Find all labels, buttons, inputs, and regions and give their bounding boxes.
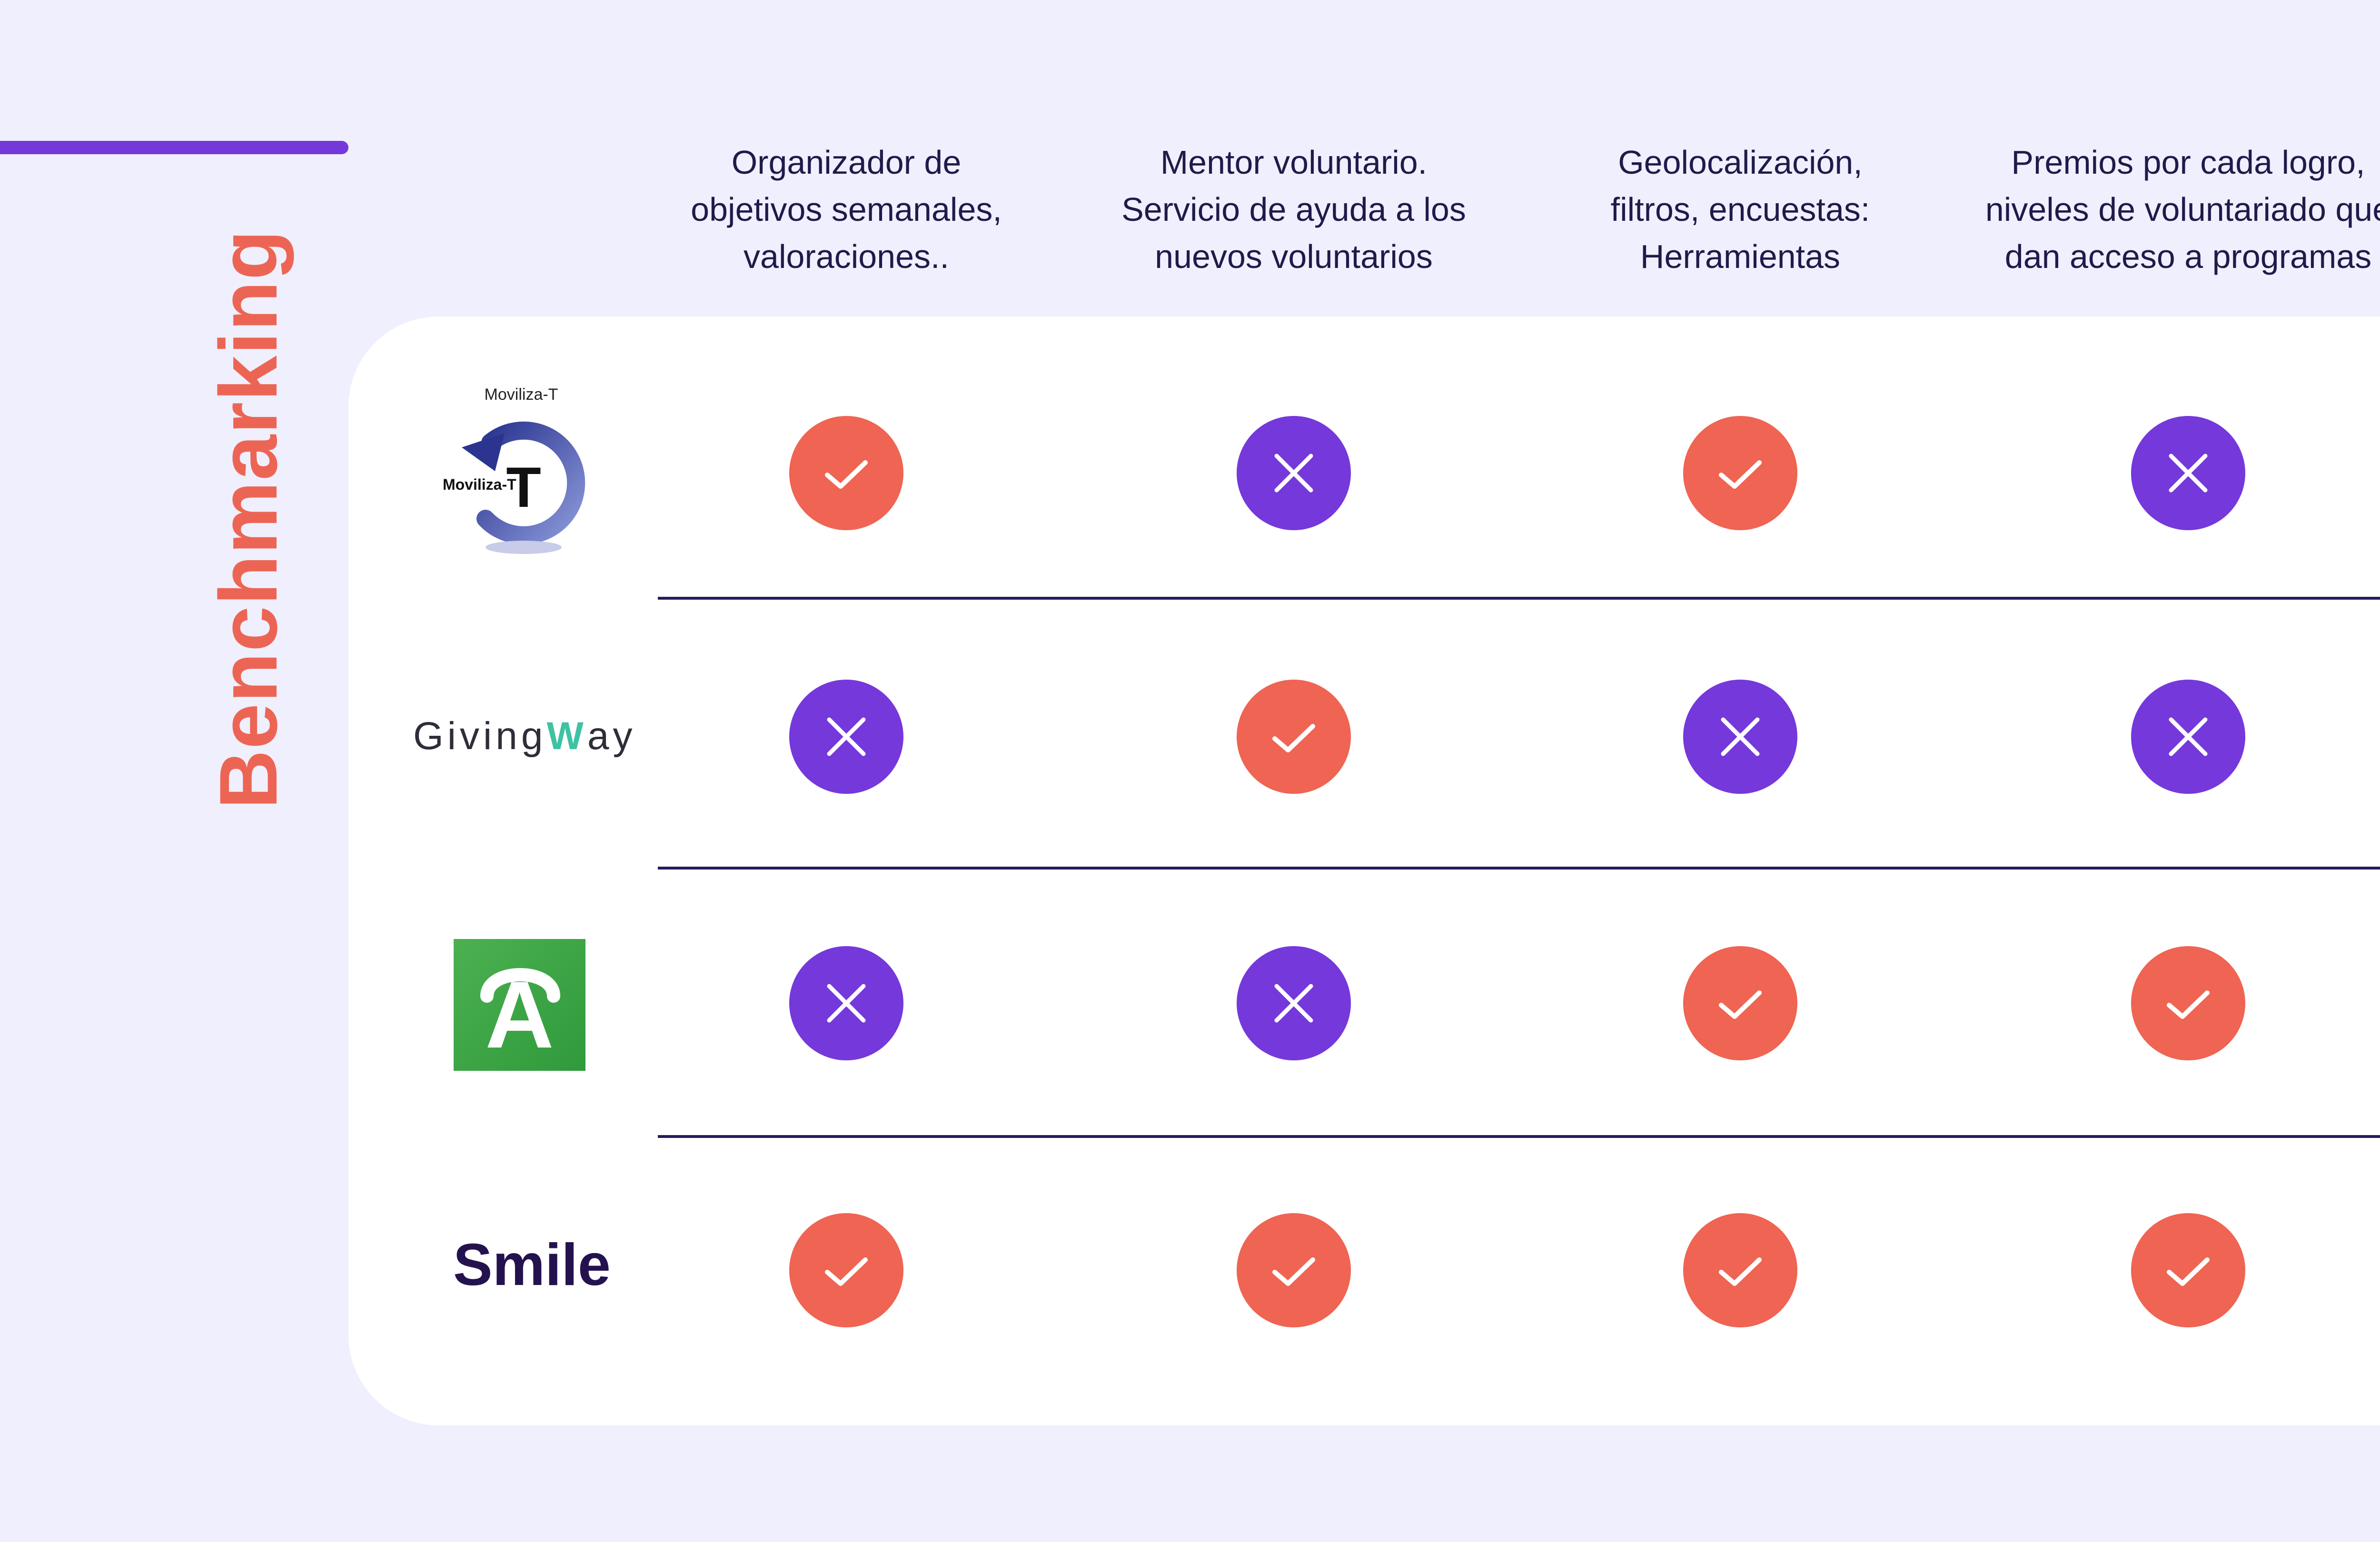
cross-mark-r1-c4 <box>2131 416 2245 530</box>
check-mark-r4-c3 <box>1683 1213 1797 1327</box>
check-mark-r4-c2 <box>1237 1213 1351 1327</box>
check-icon <box>825 1257 868 1286</box>
cross-icon <box>2169 454 2208 493</box>
cross-mark-r2-c1 <box>789 680 903 794</box>
logo-wordmark: Moviliza-T <box>443 476 516 493</box>
svg-text:T: T <box>506 455 541 519</box>
handshake-icon <box>480 968 560 1003</box>
cross-icon <box>1274 984 1313 1023</box>
column-header-4: Premios por cada logro, niveles de volunt… <box>1985 144 2380 275</box>
check-mark-r4-c1 <box>789 1213 903 1327</box>
circular-arrow-icon: T <box>462 421 585 554</box>
cross-mark-r3-c2 <box>1237 946 1351 1060</box>
cross-icon <box>827 717 866 756</box>
cross-mark-r1-c2 <box>1237 416 1351 530</box>
check-mark-r1-c3 <box>1683 416 1797 530</box>
moviliza-t-logo: Moviliza-T T Moviliza-T <box>443 386 600 557</box>
comparison-card <box>348 316 2380 1425</box>
accent-bar <box>0 141 348 154</box>
green-app-logo: A <box>454 939 585 1071</box>
cross-icon <box>827 984 866 1023</box>
logo-w: W <box>546 714 587 758</box>
page-title: Benchmarking <box>203 229 294 809</box>
check-mark-r2-c2 <box>1237 680 1351 794</box>
cross-mark-r2-c4 <box>2131 680 2245 794</box>
check-icon <box>1719 990 1762 1019</box>
logo-text: Giving <box>413 714 547 758</box>
logo-text: ay <box>587 714 636 758</box>
logo-letter: A <box>485 962 554 1068</box>
check-icon <box>1719 1257 1762 1286</box>
check-mark-r1-c1 <box>789 416 903 530</box>
cross-mark-r2-c3 <box>1683 680 1797 794</box>
check-icon <box>1272 724 1315 752</box>
row-divider <box>658 1135 2380 1138</box>
cross-icon <box>1274 454 1313 493</box>
smile-logo: Smile <box>453 1232 611 1298</box>
check-icon <box>1719 460 1762 489</box>
check-icon <box>1272 1257 1315 1286</box>
check-mark-r3-c4 <box>2131 946 2245 1060</box>
column-header-3: Geolocalización, filtros, encuestas: Herra… <box>1610 144 1870 275</box>
cross-mark-r3-c1 <box>789 946 903 1060</box>
cross-icon <box>1721 717 1760 756</box>
logo-caption: Moviliza-T <box>484 386 558 404</box>
check-icon <box>2167 990 2210 1019</box>
check-icon <box>825 460 868 489</box>
row-divider <box>658 597 2380 600</box>
cross-icon <box>2169 717 2208 756</box>
column-header-1: Organizador de objetivos semanales, valora… <box>691 144 1002 275</box>
check-icon <box>2167 1257 2210 1286</box>
column-header-2: Mentor voluntario. Servicio de ayuda a lo… <box>1121 144 1466 275</box>
check-mark-r4-c4 <box>2131 1213 2245 1327</box>
check-mark-r3-c3 <box>1683 946 1797 1060</box>
row-divider <box>658 867 2380 870</box>
